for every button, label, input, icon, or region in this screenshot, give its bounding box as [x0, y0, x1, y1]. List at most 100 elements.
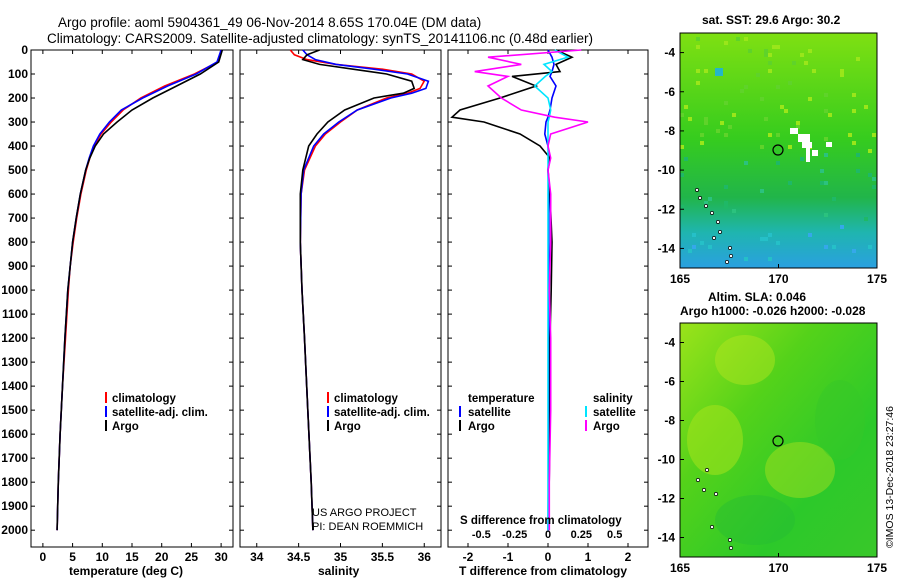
x-tick-label: 35 — [334, 550, 348, 564]
sst-pixel — [800, 53, 804, 57]
depth-tick-label: 1500 — [1, 403, 28, 417]
depth-tick-label: 200 — [8, 91, 28, 105]
island — [704, 204, 708, 208]
legend-label-s-satellite: satellite — [593, 407, 636, 419]
sst-pixel — [692, 233, 696, 237]
depth-tick-label: 900 — [8, 259, 28, 273]
sst-pixel — [704, 117, 708, 121]
sst-pixel — [840, 69, 844, 73]
sst-pixel — [808, 97, 812, 101]
x-tick-label: 20 — [155, 550, 169, 564]
figure-title-line2: Climatology: CARS2009. Satellite-adjuste… — [47, 31, 593, 46]
sst-pixel — [796, 121, 800, 125]
temperature-legend: climatology satellite-adj. clim. Argo — [105, 392, 208, 433]
island — [702, 488, 706, 492]
sst-pixel — [824, 245, 828, 249]
sst-pixel — [824, 213, 828, 217]
sst-pixel — [864, 217, 868, 221]
sst-pixel — [760, 189, 764, 193]
sla-map-blobs — [687, 335, 865, 545]
series-line-s-satellite — [533, 49, 571, 531]
legend-title-temperature: temperature — [468, 393, 534, 405]
sst-pixel — [732, 209, 736, 213]
temperature-panel-frame — [30, 49, 234, 548]
sst-pixel — [756, 73, 760, 77]
sst-pixel — [768, 257, 772, 261]
map-y-tick-label: -10 — [658, 453, 676, 467]
legend-label-t-satellite: satellite — [468, 407, 511, 419]
sst-pixel — [688, 249, 692, 253]
sst-pixel — [788, 181, 792, 185]
map-y-tick-label: -8 — [664, 124, 675, 138]
sla-map-title-line2: Argo h1000: -0.026 h2000: -0.028 — [680, 304, 866, 318]
sst-pixel — [768, 53, 772, 57]
sst-pixel — [736, 37, 740, 41]
credit-line1: US ARGO PROJECT — [312, 507, 417, 519]
sst-pixel — [760, 97, 764, 101]
sst-pixel — [688, 117, 692, 121]
sst-pixel — [696, 69, 700, 73]
legend-label-satellite: satellite-adj. clim. — [112, 407, 208, 419]
sst-pixel — [696, 45, 700, 49]
figure-title-line1: Argo profile: aoml 5904361_49 06-Nov-201… — [58, 15, 481, 30]
sst-pixel — [724, 41, 728, 45]
series-line-s-argo — [474, 49, 589, 531]
sst-pixel — [764, 117, 768, 121]
sst-pixel — [776, 85, 780, 89]
depth-tick-label: 1100 — [2, 307, 28, 321]
sst-pixel — [724, 133, 728, 137]
sst-pixel — [808, 233, 812, 237]
sst-pixel — [852, 109, 856, 113]
depth-tick-label: 1800 — [1, 475, 28, 489]
difference-profile-panel: -2 -1 0 1 2 -0.5 -0.25 0 0.25 0.5 T difference f… — [447, 49, 649, 578]
map-y-tick-label: -12 — [658, 202, 676, 216]
map-x-tick-label: 170 — [768, 561, 788, 575]
map-y-tick-label: -8 — [664, 414, 675, 428]
sst-pixel — [760, 237, 764, 241]
island — [698, 196, 702, 200]
series-line-t-argo — [450, 49, 574, 531]
depth-tick-label: 500 — [8, 163, 28, 177]
island — [710, 211, 714, 215]
series-line-satellite-adj-clim- — [56, 49, 222, 531]
sst-pixel — [684, 157, 688, 161]
sst-pixel — [768, 233, 772, 237]
x-tick-label: 0 — [40, 550, 47, 564]
sst-pixel — [744, 257, 748, 261]
argo-float-marker — [772, 435, 784, 447]
sst-pixel — [768, 69, 772, 73]
sst-pixel — [700, 241, 704, 245]
sst-pixel — [776, 133, 780, 137]
sst-pixel — [872, 185, 876, 189]
x-tick-label: 0 — [545, 550, 552, 564]
legend-label-climatology: climatology — [334, 393, 399, 405]
depth-tick-label: 700 — [8, 211, 28, 225]
depth-tick-label: 1400 — [1, 379, 28, 393]
legend-title-salinity: salinity — [593, 393, 633, 405]
sst-pixel — [792, 61, 796, 65]
island — [696, 478, 700, 482]
sst-pixel — [764, 49, 768, 53]
sst-pixel — [680, 113, 684, 117]
depth-tick-label: 1700 — [1, 451, 28, 465]
sst-pixel — [800, 157, 804, 161]
sst-pixel — [708, 245, 712, 249]
map-y-tick-label: -14 — [658, 531, 676, 545]
sst-pixel — [704, 121, 708, 125]
t-difference-axis-label: T difference from climatology — [459, 564, 627, 578]
cloud-gap — [798, 134, 810, 142]
sst-pixel — [852, 249, 856, 253]
sst-pixel — [715, 68, 723, 76]
s-diff-tick-label: -0.5 — [472, 529, 491, 541]
sst-pixel — [696, 37, 700, 41]
island — [718, 230, 722, 234]
series-line-climatology — [56, 49, 222, 531]
s-diff-tick-label: 0.5 — [607, 529, 622, 541]
sst-pixel — [724, 205, 728, 209]
x-tick-label: -1 — [503, 550, 514, 564]
sst-pixel — [728, 125, 732, 129]
depth-tick-label: 1000 — [1, 283, 28, 297]
island — [725, 260, 729, 264]
sst-pixel — [856, 153, 860, 157]
legend-label-argo: Argo — [334, 421, 361, 433]
